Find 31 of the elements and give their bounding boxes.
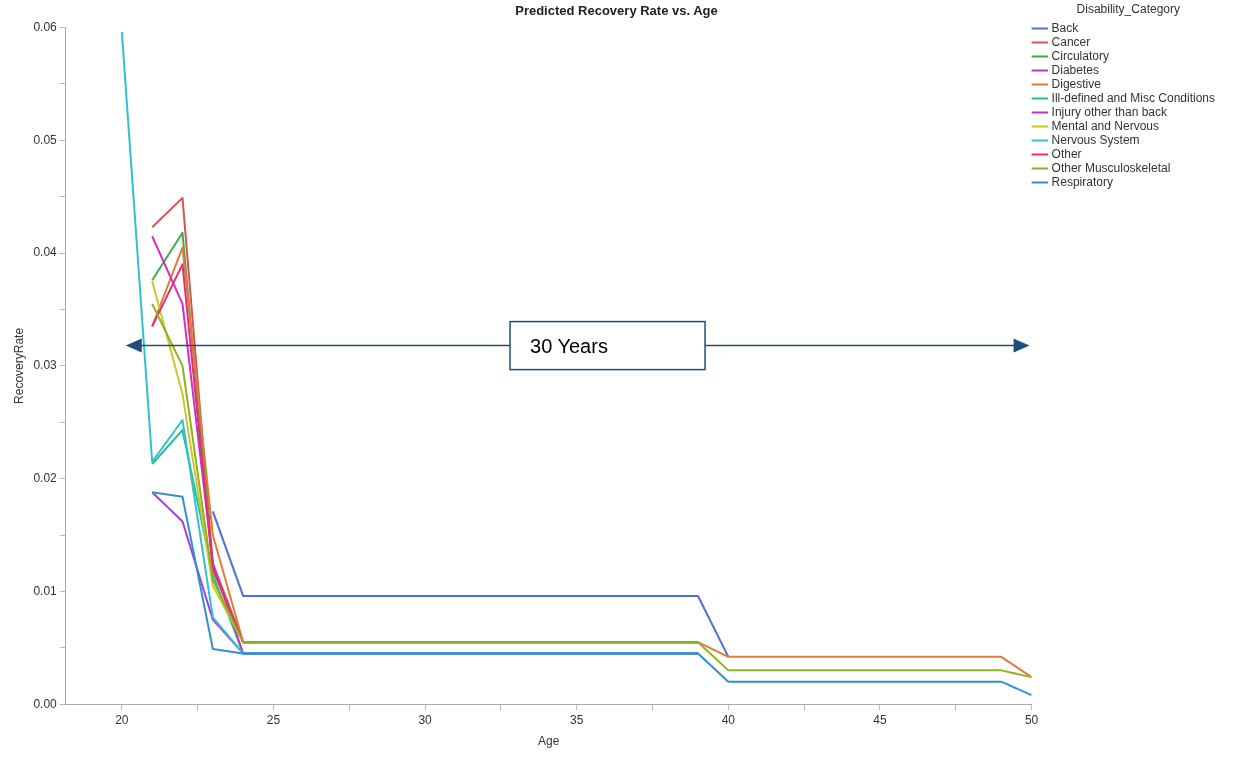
chart-title: Predicted Recovery Rate vs. Age bbox=[515, 3, 718, 19]
x-axis-title: Age bbox=[537, 734, 560, 749]
x-tick-label: 40 bbox=[721, 712, 736, 727]
legend-label: Digestive bbox=[1051, 76, 1102, 91]
y-tick-label: 0.05 bbox=[33, 132, 58, 147]
legend-label: Circulatory bbox=[1051, 48, 1109, 63]
y-axis-title: RecoveryRate bbox=[11, 327, 26, 404]
x-tick-label: 25 bbox=[266, 712, 281, 727]
y-tick-label: 0.01 bbox=[33, 583, 58, 598]
y-tick-label: 0.00 bbox=[33, 696, 58, 711]
y-tick-label: 0.03 bbox=[33, 358, 58, 373]
y-tick-label: 0.02 bbox=[33, 470, 58, 485]
legend-label: Other Musculoskeletal bbox=[1051, 160, 1171, 175]
annotation: 30 Years bbox=[530, 334, 608, 358]
legend-label: Diabetes bbox=[1051, 62, 1099, 77]
x-tick-label: 30 bbox=[418, 712, 433, 727]
x-tick-label: 45 bbox=[873, 712, 887, 727]
legend-label: Respiratory bbox=[1051, 174, 1113, 189]
y-tick-label: 0.06 bbox=[33, 19, 58, 34]
x-tick-label: 20 bbox=[115, 712, 129, 727]
legend-label: Cancer bbox=[1051, 34, 1091, 49]
x-tick-label: 50 bbox=[1024, 712, 1039, 727]
legend-label: Ill-defined and Misc Conditions bbox=[1051, 90, 1215, 105]
legend-label: Other bbox=[1051, 146, 1082, 161]
legend-label: Back bbox=[1051, 20, 1080, 35]
legend-label: Mental and Nervous bbox=[1051, 118, 1159, 133]
y-tick-label: 0.04 bbox=[33, 245, 58, 260]
legend-title: Disability_Category bbox=[1076, 2, 1180, 17]
legend-label: Nervous System bbox=[1051, 132, 1140, 147]
x-tick-label: 35 bbox=[570, 712, 584, 727]
legend-label: Injury other than back bbox=[1051, 104, 1168, 119]
